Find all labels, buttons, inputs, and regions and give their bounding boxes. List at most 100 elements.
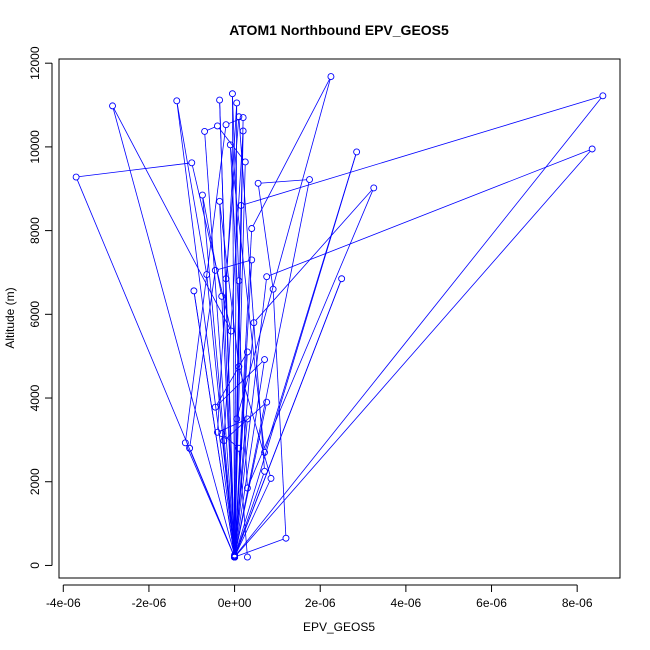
series-segment [255,189,373,321]
series-segment [252,79,330,227]
series-segment [176,103,207,272]
data-point [222,275,230,283]
series-segment [112,108,235,553]
chart-title: ATOM1 Northbound EPV_GEOS5 [229,22,449,38]
data-point [228,90,236,98]
data-point [214,122,221,130]
series-segment [238,451,248,555]
series-segment [217,361,263,406]
y-tick-label: 4000 [28,384,42,411]
series-segment [176,103,235,553]
data-point [599,92,607,100]
series-segment [243,96,601,206]
data-point [237,202,245,209]
data-point [588,145,596,153]
data-point [250,319,258,327]
x-tick-label: -2e-06 [132,596,167,610]
series-segment [221,436,235,555]
series-segment [223,435,237,447]
plot-frame [58,58,621,579]
data-point [261,467,269,475]
data-point [306,176,313,183]
x-tick-label: 2e-06 [305,596,336,610]
data-point [233,415,241,423]
series-segment [113,108,231,329]
data-point [241,158,249,166]
series-segment [193,293,235,555]
series-segment [232,96,240,278]
data-point [243,484,251,492]
data-point [239,114,247,122]
y-axis-label: Altitude (m) [3,287,17,348]
data-point [235,444,243,452]
series-segment [219,204,235,555]
series-points [72,73,607,561]
series-segment [235,281,341,555]
y-axis: 0 2000 4000 6000 8000 10000 12000 [28,46,53,569]
data-point [248,256,256,264]
series-segment [216,354,247,405]
data-point [353,148,361,156]
series-segment [234,105,238,555]
data-point [370,184,378,192]
series-segment [236,97,602,555]
data-point [201,127,209,135]
data-point [327,73,335,81]
series-segment [79,162,189,178]
data-point [188,159,196,167]
data-point [216,197,224,205]
data-point [248,225,256,232]
data-point [243,348,251,356]
series-segment [207,126,215,131]
series-segment [235,480,271,555]
series-segment [258,186,274,287]
data-point [233,99,241,107]
x-tick-label: 6e-06 [476,596,507,610]
data-point [222,121,230,129]
series-segment [237,79,331,417]
data-point [220,437,228,445]
y-tick-label: 10000 [28,130,42,164]
series-segment [204,134,235,555]
data-point [267,474,275,482]
x-tick-label: -4e-06 [46,596,81,610]
data-point [261,356,269,363]
y-tick-label: 6000 [28,301,42,328]
series-segment [220,419,245,432]
data-point [263,273,271,281]
series-segment [234,325,255,555]
series-segment [218,128,244,160]
data-point [227,327,235,335]
series-segment [189,273,216,446]
series-segment [234,405,267,555]
data-point [231,553,239,561]
series-segment [218,260,249,270]
data-point [243,415,251,423]
y-tick-label: 8000 [28,217,42,244]
series-segment [265,154,357,450]
series-segment [202,197,222,294]
x-tick-label: 4e-06 [391,596,422,610]
data-point [218,430,226,438]
series-segment [238,119,265,469]
data-point [199,191,206,199]
series-segment [225,281,235,555]
series-segment [269,149,590,276]
series-segment [185,127,227,440]
x-tick-label: 8e-06 [562,596,593,610]
data-point [203,271,211,279]
data-point [218,292,226,300]
series-segment [272,292,287,536]
data-point [109,102,116,110]
data-point [186,444,194,452]
series-segment [234,133,244,555]
series-segment [225,119,240,276]
series-lines [76,79,602,557]
data-point [239,127,247,135]
data-point [243,553,251,561]
data-point [338,275,346,283]
series-segment [261,179,307,184]
data-point [254,179,262,187]
data-point [216,96,224,104]
